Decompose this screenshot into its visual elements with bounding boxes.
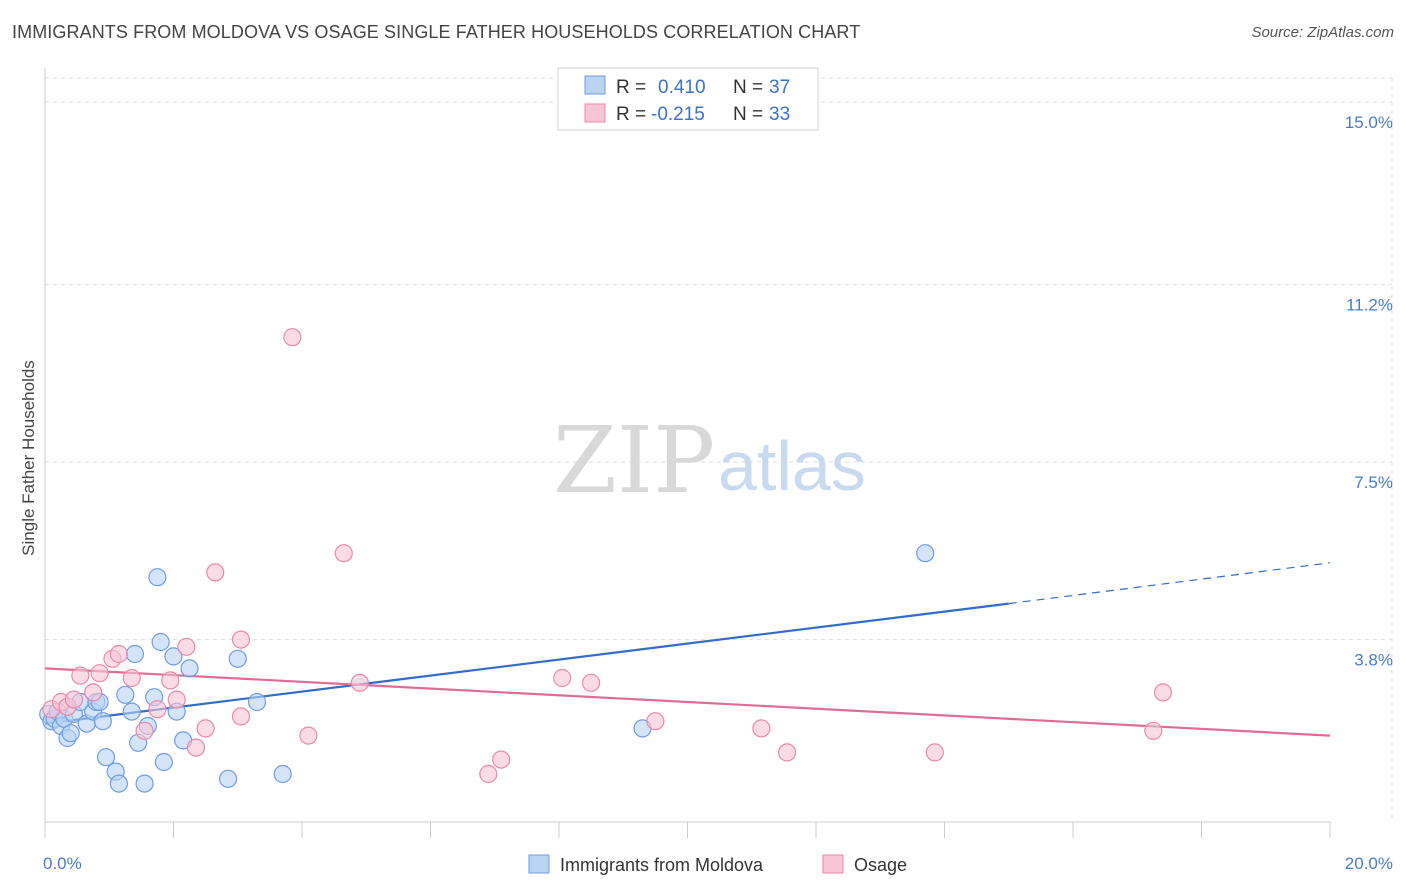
- y-axis-title: Single Father Households: [19, 360, 38, 556]
- point-osage: [582, 673, 601, 692]
- point-moldova: [228, 649, 247, 668]
- point-moldova: [135, 774, 154, 793]
- point-osage: [71, 666, 90, 685]
- point-osage: [90, 664, 109, 683]
- point-moldova: [125, 644, 145, 664]
- point-osage: [135, 721, 154, 740]
- chart-source: Source: ZipAtlas.com: [1251, 24, 1394, 41]
- bottom-legend-label-moldova: Immigrants from Moldova: [560, 855, 764, 875]
- point-osage: [122, 668, 141, 688]
- axis-layer: 3.8% 7.5% 11.2% 15.0% 0.0% 20.0%: [43, 68, 1393, 873]
- point-moldova: [916, 544, 935, 563]
- watermark-zip: ZIP: [553, 407, 715, 514]
- y-tick-label: 3.8%: [1354, 651, 1393, 670]
- point-osage: [231, 630, 251, 649]
- point-osage: [167, 690, 186, 709]
- point-moldova: [93, 712, 112, 731]
- point-osage: [1153, 683, 1173, 702]
- point-osage: [350, 673, 369, 692]
- point-osage: [777, 743, 797, 762]
- y-tick-label: 15.0%: [1345, 113, 1393, 132]
- point-layer: [39, 328, 1173, 793]
- top-legend: R = 0.410 N = 37 R = -0.215 N = 33: [557, 67, 819, 131]
- point-osage: [925, 743, 944, 762]
- point-moldova: [154, 752, 173, 772]
- legend-swatch-osage: [584, 103, 606, 123]
- legend-r-label-osage: R =: [616, 104, 646, 125]
- point-moldova: [247, 692, 267, 712]
- point-osage: [479, 764, 498, 784]
- bottom-legend-label-osage: Osage: [854, 855, 907, 875]
- point-moldova: [273, 764, 292, 784]
- legend-n-value-osage: 33: [769, 104, 790, 125]
- point-osage: [186, 738, 206, 757]
- point-moldova: [180, 659, 199, 678]
- legend-r-value-osage: -0.215: [651, 104, 705, 125]
- point-osage: [1144, 721, 1163, 740]
- point-osage: [64, 690, 84, 709]
- point-osage: [206, 563, 225, 582]
- point-moldova: [164, 647, 183, 666]
- point-moldova: [148, 568, 167, 587]
- legend-n-value-moldova: 37: [769, 77, 790, 98]
- point-osage: [84, 683, 103, 702]
- point-osage: [109, 644, 128, 664]
- point-moldova: [109, 774, 128, 793]
- watermark: ZIP atlas: [553, 407, 866, 514]
- trend-line-osage: [44, 667, 1331, 737]
- watermark-atlas: atlas: [718, 427, 866, 505]
- point-osage: [161, 671, 180, 690]
- point-osage: [553, 668, 572, 688]
- point-osage: [196, 719, 215, 738]
- point-osage: [492, 750, 511, 769]
- trend-line-moldova: [44, 602, 1009, 725]
- point-moldova: [61, 724, 80, 743]
- point-osage: [283, 328, 302, 347]
- trend-line-moldova-extension: [1008, 562, 1331, 605]
- point-moldova: [219, 769, 238, 788]
- legend-r-value-moldova: 0.410: [658, 77, 706, 98]
- point-osage: [646, 712, 665, 731]
- y-tick-label: 11.2%: [1346, 295, 1393, 314]
- point-osage: [299, 726, 318, 745]
- legend-swatch-moldova: [584, 75, 606, 95]
- bottom-legend-swatch-moldova: [528, 854, 550, 874]
- point-osage: [177, 637, 196, 656]
- legend-n-label-moldova: N =: [733, 77, 763, 98]
- point-moldova: [151, 632, 170, 652]
- legend-n-label-osage: N =: [733, 104, 763, 125]
- trend-layer: [44, 562, 1331, 737]
- point-moldova: [116, 685, 135, 704]
- point-moldova: [122, 702, 141, 721]
- point-osage: [231, 707, 251, 726]
- x-tick-label-max: 20.0%: [1345, 854, 1393, 873]
- chart-title: IMMIGRANTS FROM MOLDOVA VS OSAGE SINGLE …: [12, 22, 861, 42]
- point-osage: [334, 544, 353, 563]
- bottom-legend-swatch-osage: [822, 854, 844, 874]
- bottom-legend: Immigrants from Moldova Osage: [528, 854, 907, 875]
- x-tick-label-min: 0.0%: [43, 854, 82, 873]
- legend-r-label-moldova: R =: [616, 77, 646, 98]
- point-moldova: [96, 748, 116, 767]
- point-osage: [148, 700, 167, 719]
- y-tick-label: 7.5%: [1354, 473, 1393, 492]
- point-osage: [752, 719, 771, 738]
